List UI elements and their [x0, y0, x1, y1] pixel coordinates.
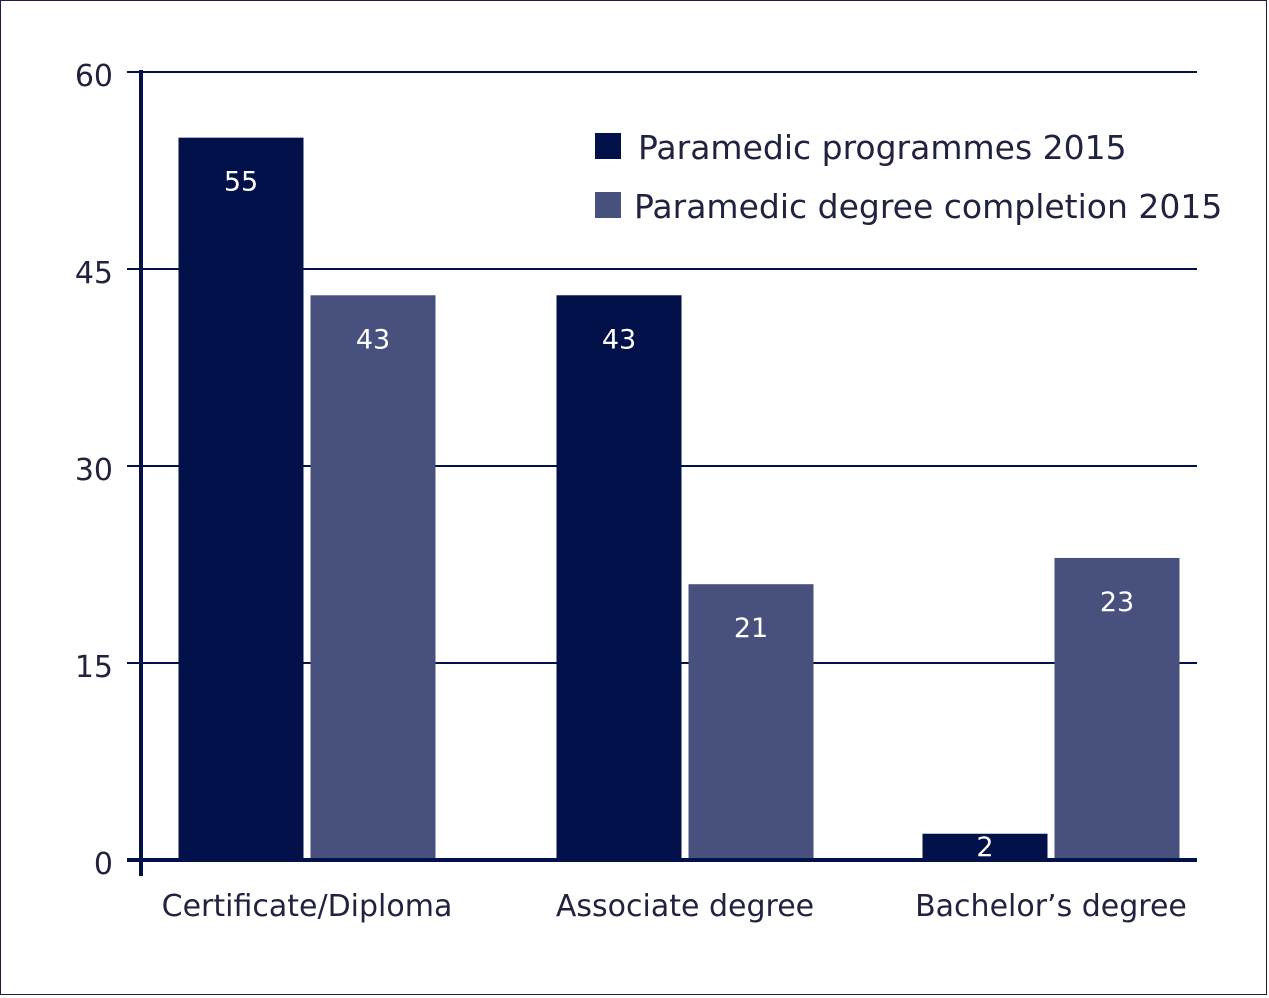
y-tick-label-45: 45: [75, 256, 113, 291]
legend-label-1: Paramedic programmes 2015: [638, 128, 1127, 167]
bar-1-2: [556, 295, 682, 860]
data-label-2-3: 23: [1100, 587, 1134, 618]
x-category-label-3: Bachelor’s degree: [915, 889, 1187, 924]
bar-1-1: [178, 137, 304, 860]
bar-2-2: [688, 584, 814, 860]
legend-swatch-1: [595, 133, 621, 159]
legend-label-2: Paramedic degree completion 2015: [634, 187, 1222, 226]
data-label-1-1: 55: [224, 167, 258, 198]
y-tick-label-0: 0: [94, 847, 113, 882]
data-label-1-2: 43: [602, 324, 636, 355]
y-tick-label-60: 60: [75, 59, 113, 94]
y-tick-label-15: 15: [75, 650, 113, 685]
y-tick-label-30: 30: [75, 453, 113, 488]
bar-1-3: [922, 833, 1048, 860]
bar-2-3: [1054, 557, 1180, 860]
x-category-label-1: Certificate/Diploma: [162, 889, 453, 924]
bar-2-1: [310, 295, 436, 860]
data-label-2-2: 21: [734, 613, 768, 644]
legend-swatch-2: [595, 192, 621, 218]
x-category-label-2: Associate degree: [556, 889, 814, 924]
data-label-2-1: 43: [356, 324, 390, 355]
data-label-1-3: 2: [976, 832, 993, 863]
